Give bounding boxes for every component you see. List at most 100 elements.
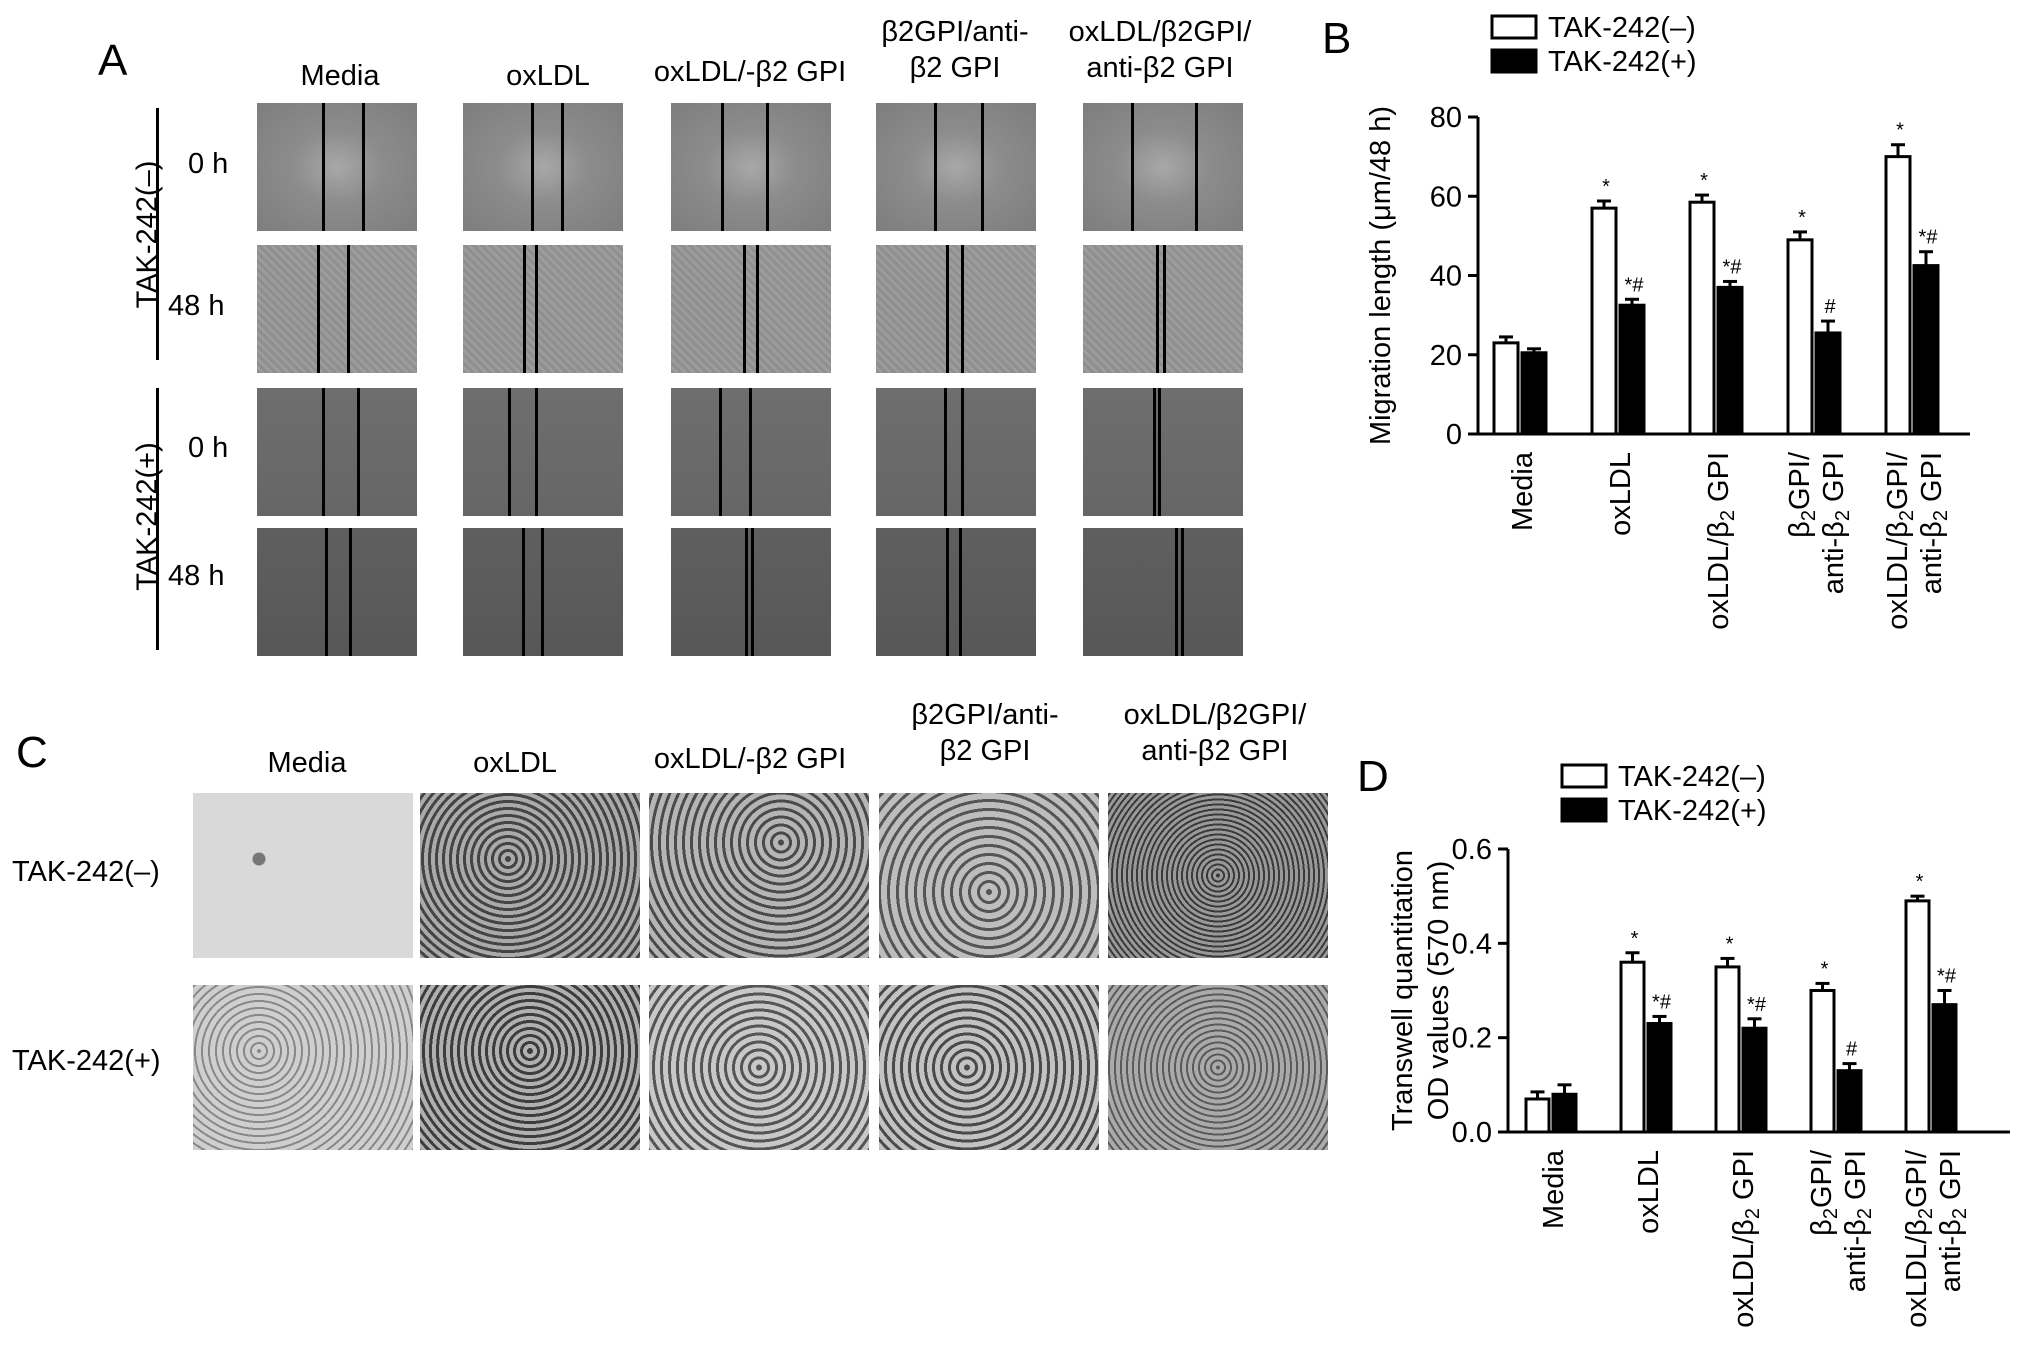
- y-tick-label: 40: [1430, 261, 1462, 293]
- significance-marker: *#: [1625, 274, 1645, 296]
- scratch-line: [721, 103, 724, 231]
- bar: [1786, 238, 1814, 436]
- panel-b-chart: 0 20 40 60 80 Migration length (μm/48 h) Media…: [1365, 12, 1970, 630]
- transwell-image-r1-c5: [1108, 793, 1328, 958]
- panel-c-col-label-4: β2GPI/anti-β2 GPI: [911, 699, 1059, 767]
- scratch-line: [1153, 388, 1156, 516]
- significance-marker: *#: [1919, 227, 1939, 249]
- wound-image-r4-c3: [671, 528, 831, 656]
- legend-swatch: [1560, 763, 1608, 789]
- scratch-line: [523, 245, 526, 373]
- scratch-line: [322, 388, 325, 516]
- x-tick-label: anti-β2​ GPI: [1840, 1150, 1876, 1292]
- scratch-line: [325, 528, 328, 656]
- wound-image-r2-c4: [876, 245, 1036, 373]
- scratch-line: [749, 388, 752, 516]
- panel-a-time-label-2: 48 h: [168, 290, 225, 322]
- scratch-line: [508, 388, 511, 516]
- transwell-image-r2-c5: [1108, 985, 1328, 1150]
- panel-c-col-label-3: oxLDL/-β2 GPI: [653, 743, 847, 775]
- x-tick-label: anti-β2​ GPI: [1818, 452, 1854, 594]
- bar: [1814, 331, 1842, 436]
- scratch-line: [357, 388, 360, 516]
- significance-marker: *: [1798, 207, 1806, 229]
- scratch-line: [349, 528, 352, 656]
- significance-marker: *: [1602, 176, 1610, 198]
- transwell-image-r1-c1: [193, 793, 413, 958]
- scratch-line: [981, 103, 984, 231]
- significance-marker: *: [1726, 933, 1734, 955]
- panel-c-row-label-1: TAK-242(–): [12, 856, 160, 888]
- scratch-line: [322, 103, 325, 231]
- y-axis-label: OD values (570 nm): [1423, 861, 1455, 1121]
- wound-image-r1-c2: [463, 103, 623, 231]
- x-tick-label: β2​GPI/: [1806, 1149, 1842, 1236]
- bar: [1646, 1022, 1673, 1134]
- legend-label: TAK-242(–): [1548, 12, 1696, 44]
- y-tick-label: 0.0: [1452, 1117, 1492, 1149]
- scratch-line: [347, 245, 350, 373]
- x-tick-label: oxLDL: [1605, 452, 1637, 536]
- x-tick-label: oxLDL/β2​GPI/: [1882, 451, 1918, 630]
- y-tick-label: 0.4: [1452, 928, 1492, 960]
- x-tick-label: anti-β2​ GPI: [1916, 452, 1952, 594]
- scratch-line: [522, 528, 525, 656]
- scratch-line: [535, 245, 538, 373]
- panel-c-row-label-2: TAK-242(+): [12, 1045, 161, 1077]
- significance-marker: #: [1824, 296, 1836, 318]
- bar: [1619, 960, 1646, 1134]
- scratch-line: [1156, 245, 1159, 373]
- panel-a-col-label-4: β2GPI/anti-β2 GPI: [881, 16, 1029, 84]
- wound-image-r2-c2: [463, 245, 623, 373]
- x-tick-label: Media: [1538, 1149, 1570, 1229]
- panel-d-letter: D: [1357, 752, 1389, 801]
- bar: [1520, 351, 1548, 436]
- bar: [1884, 155, 1912, 436]
- bar: [1931, 1003, 1958, 1134]
- legend-label: TAK-242(+): [1618, 795, 1767, 827]
- scratch-line: [743, 245, 746, 373]
- y-axis-label: Migration length (μm/48 h): [1365, 106, 1397, 445]
- bar: [1741, 1026, 1768, 1134]
- y-tick-label: 0.2: [1452, 1023, 1492, 1055]
- legend-label: TAK-242(+): [1548, 46, 1697, 78]
- significance-marker: #: [1846, 1039, 1858, 1061]
- wound-image-r3-c3: [671, 388, 831, 516]
- bar: [1492, 341, 1520, 436]
- bar: [1714, 965, 1741, 1134]
- bar: [1524, 1097, 1551, 1134]
- significance-marker: *#: [1652, 991, 1672, 1013]
- wound-image-r2-c1: [257, 245, 417, 373]
- transwell-image-r1-c2: [420, 793, 640, 958]
- scratch-line: [317, 245, 320, 373]
- scratch-line: [944, 388, 947, 516]
- significance-marker: *#: [1747, 994, 1767, 1016]
- panel-a-col-label-3: oxLDL/-β2 GPI: [653, 56, 847, 88]
- scratch-line: [751, 528, 754, 656]
- x-tick-label: anti-β2​ GPI: [1935, 1150, 1971, 1292]
- transwell-image-r1-c4: [879, 793, 1099, 958]
- scratch-line: [1195, 103, 1198, 231]
- scratch-line: [959, 528, 962, 656]
- y-tick-label: 60: [1430, 181, 1462, 213]
- significance-marker: *#: [1723, 256, 1743, 278]
- wound-image-r1-c1: [257, 103, 417, 231]
- panel-a-col-label-5: oxLDL/β2GPI/anti-β2 GPI: [1068, 16, 1252, 84]
- legend-swatch: [1560, 797, 1608, 823]
- panel-d-chart: 0.0 0.2 0.4 0.6 Transwell quantitation OD val…: [1387, 761, 2010, 1328]
- wound-image-r2-c3: [671, 245, 831, 373]
- x-tick-label: Media: [1507, 451, 1539, 531]
- wound-image-r4-c1: [257, 528, 417, 656]
- panel-c-col-label-5: oxLDL/β2GPI/anti-β2 GPI: [1123, 699, 1307, 767]
- scratch-line: [535, 388, 538, 516]
- bar: [1688, 200, 1716, 436]
- panel-a-group-label-1: TAK-242(–): [131, 160, 164, 309]
- wound-image-r3-c4: [876, 388, 1036, 516]
- scratch-line: [362, 103, 365, 231]
- panel-a-time-label-1: 0 h: [188, 148, 229, 180]
- y-tick-label: 80: [1430, 102, 1462, 134]
- scratch-line: [756, 245, 759, 373]
- x-tick-label: oxLDL/β2​ GPI: [1703, 452, 1739, 630]
- scratch-line: [946, 528, 949, 656]
- bar: [1618, 303, 1646, 436]
